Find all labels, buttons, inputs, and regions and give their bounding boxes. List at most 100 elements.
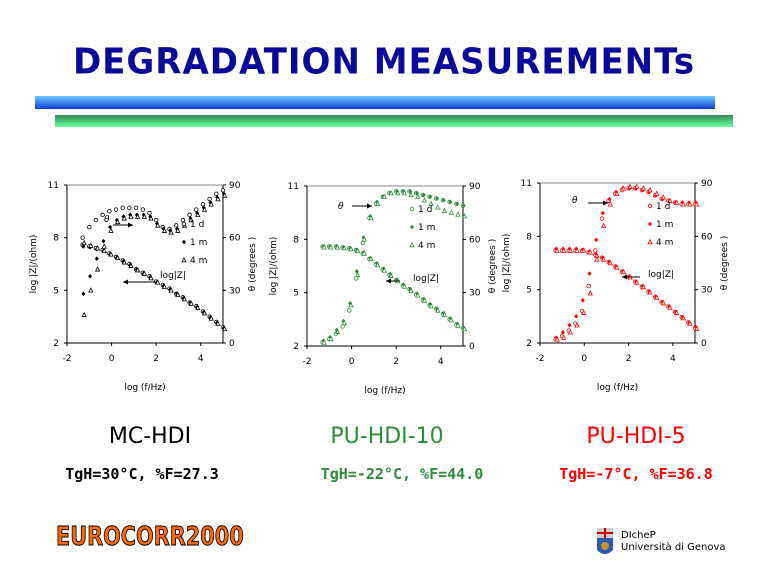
theta-point bbox=[693, 200, 698, 205]
department-label: DIcheP Università di Genova bbox=[621, 530, 726, 554]
theta-point bbox=[586, 283, 591, 289]
logz-point bbox=[574, 246, 579, 252]
theta-point bbox=[428, 200, 434, 206]
series-4m bbox=[321, 190, 468, 345]
theta-point bbox=[81, 311, 87, 318]
sample-conditions-pu-hdi-10: TgH=-22°C, %F=44.0 bbox=[320, 465, 484, 483]
theta-point bbox=[140, 207, 145, 212]
logz-point bbox=[693, 325, 700, 331]
logz-point bbox=[408, 287, 414, 294]
y2-axis-label: θ (degrees ) bbox=[248, 237, 258, 291]
logz-point bbox=[188, 300, 194, 306]
theta-point bbox=[195, 211, 201, 218]
y-tick-label: 2 bbox=[526, 339, 532, 349]
theta-point bbox=[360, 240, 365, 246]
theta-point bbox=[80, 235, 85, 240]
logz-point bbox=[368, 255, 374, 262]
plot-frame bbox=[306, 185, 464, 347]
theta-point bbox=[361, 235, 366, 240]
y-tick-label: 2 bbox=[293, 342, 299, 352]
theta-point bbox=[375, 200, 381, 206]
theta-point bbox=[354, 269, 359, 274]
theta-point bbox=[107, 209, 112, 214]
logz-point bbox=[94, 245, 101, 251]
x-tick-label: 2 bbox=[626, 354, 632, 364]
y2-tick-label: 60 bbox=[229, 234, 241, 244]
theta-point bbox=[214, 191, 219, 196]
legend-label: 1 m bbox=[418, 223, 435, 233]
y-tick-label: 8 bbox=[53, 234, 59, 244]
theta-point bbox=[101, 238, 106, 244]
x-tick-label: -2 bbox=[303, 357, 312, 367]
theta-point bbox=[155, 222, 161, 228]
theta-point bbox=[180, 217, 186, 223]
theta-point bbox=[141, 213, 148, 219]
theta-point bbox=[195, 210, 200, 216]
logz-point bbox=[587, 249, 593, 255]
logz-arrow-head bbox=[123, 279, 128, 285]
logz-point bbox=[607, 259, 613, 266]
logz-point bbox=[348, 246, 354, 252]
logz-point bbox=[81, 244, 86, 249]
theta-point bbox=[168, 229, 174, 235]
y-tick-label: 11 bbox=[288, 182, 299, 192]
y2-tick-label: 30 bbox=[469, 289, 481, 299]
theta-point bbox=[133, 205, 139, 211]
theta-point bbox=[627, 183, 633, 189]
theta-point bbox=[587, 271, 592, 276]
theta-point bbox=[401, 190, 408, 196]
theta-point bbox=[187, 212, 192, 218]
theta-point bbox=[208, 201, 214, 207]
logz-point bbox=[195, 304, 201, 311]
logz-point bbox=[674, 309, 680, 315]
logz-point bbox=[208, 315, 214, 321]
logz-point bbox=[600, 255, 605, 260]
legend-marker bbox=[409, 241, 415, 248]
logz-point bbox=[121, 259, 127, 265]
logz-point bbox=[574, 247, 580, 253]
logz-point bbox=[421, 297, 428, 303]
theta-point bbox=[114, 218, 121, 225]
legend-marker bbox=[181, 221, 187, 227]
legend-marker bbox=[647, 203, 653, 209]
theta-point bbox=[667, 197, 673, 203]
logz-annotation: log|Z| bbox=[160, 271, 186, 281]
logz-point bbox=[168, 287, 174, 293]
y2-axis-label: θ (degrees ) bbox=[488, 239, 498, 293]
logz-point bbox=[81, 239, 87, 246]
plot-frame bbox=[539, 182, 696, 344]
theta-point bbox=[415, 193, 421, 199]
logz-point bbox=[215, 320, 221, 326]
legend-label: 1 d bbox=[656, 202, 670, 212]
theta-point bbox=[381, 193, 388, 199]
logz-point bbox=[401, 282, 406, 287]
theta-point bbox=[554, 335, 559, 340]
theta-point bbox=[120, 205, 125, 211]
legend-label: 1 d bbox=[418, 205, 432, 215]
logz-point bbox=[647, 289, 653, 295]
sample-conditions-pu-hdi-5: TgH=-7°C, %F=36.8 bbox=[559, 465, 713, 483]
decorative-bar-green bbox=[55, 115, 733, 127]
x-tick-label: 0 bbox=[109, 354, 115, 364]
logz-point bbox=[567, 246, 572, 252]
logz-annotation: log|Z| bbox=[648, 270, 674, 280]
logz-point bbox=[175, 291, 181, 297]
theta-point bbox=[100, 212, 105, 218]
theta-point bbox=[341, 319, 347, 326]
sample-conditions-mc-hdi: TgH=30°C, %F=27.3 bbox=[65, 465, 219, 483]
logz-point bbox=[614, 264, 620, 270]
theta-point bbox=[600, 210, 605, 216]
logz-point bbox=[334, 244, 341, 250]
theta-point bbox=[607, 196, 612, 202]
theta-point bbox=[220, 188, 226, 193]
theta-point bbox=[354, 271, 361, 278]
theta-point bbox=[201, 205, 206, 211]
x-tick-label: 2 bbox=[153, 354, 159, 364]
y-axis-label: log |Z|/(ohm) bbox=[269, 237, 279, 296]
logz-point bbox=[388, 272, 394, 278]
theta-point bbox=[221, 191, 226, 197]
theta-point bbox=[421, 197, 428, 203]
x-tick-label: -2 bbox=[536, 354, 545, 364]
legend-marker bbox=[410, 224, 414, 230]
